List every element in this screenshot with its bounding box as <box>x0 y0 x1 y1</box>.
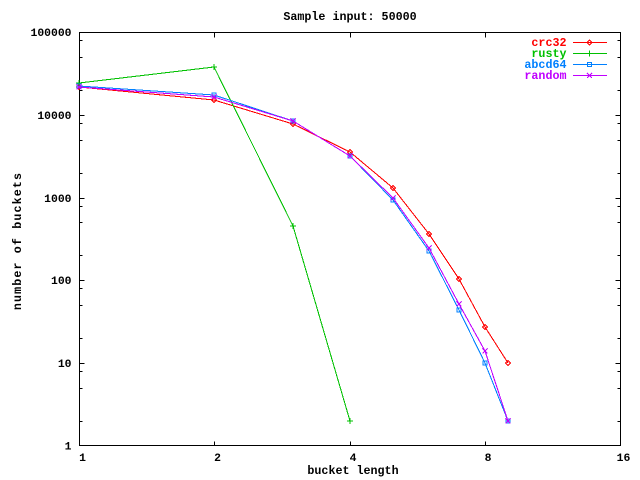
svg-text:8: 8 <box>485 453 492 465</box>
svg-text:100000: 100000 <box>30 28 71 40</box>
svg-text:number of buckets: number of buckets <box>11 172 25 310</box>
svg-text:bucket length: bucket length <box>307 464 398 478</box>
svg-text:4: 4 <box>350 453 357 465</box>
svg-text:100: 100 <box>51 276 72 288</box>
svg-text:16: 16 <box>617 453 631 465</box>
svg-text:abcd64: abcd64 <box>524 58 566 72</box>
svg-text:Sample input: 50000: Sample input: 50000 <box>283 10 416 24</box>
svg-text:1: 1 <box>65 442 72 454</box>
svg-text:rusty: rusty <box>531 47 566 61</box>
svg-text:1000: 1000 <box>44 194 72 206</box>
svg-text:2: 2 <box>214 453 221 465</box>
svg-text:crc32: crc32 <box>531 36 566 50</box>
svg-text:10000: 10000 <box>37 111 71 123</box>
svg-text:1: 1 <box>79 453 86 465</box>
svg-text:random: random <box>524 69 566 83</box>
svg-text:10: 10 <box>58 359 72 371</box>
